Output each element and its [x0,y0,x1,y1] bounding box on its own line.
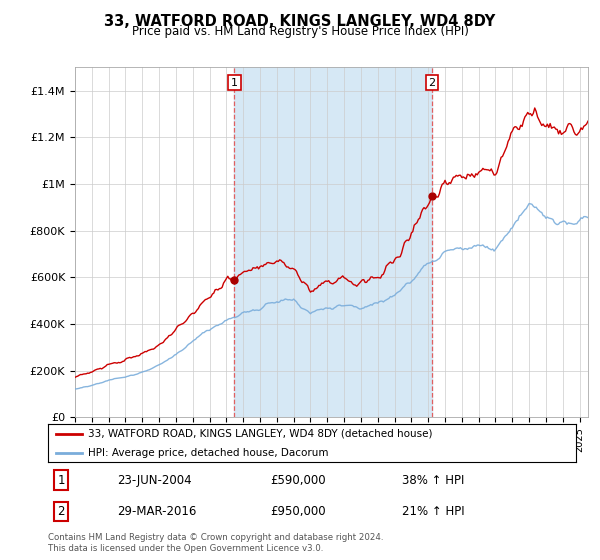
Text: 29-MAR-2016: 29-MAR-2016 [116,505,196,518]
Text: 33, WATFORD ROAD, KINGS LANGLEY, WD4 8DY (detached house): 33, WATFORD ROAD, KINGS LANGLEY, WD4 8DY… [88,429,432,439]
Text: HPI: Average price, detached house, Dacorum: HPI: Average price, detached house, Daco… [88,448,328,458]
Text: 21% ↑ HPI: 21% ↑ HPI [402,505,464,518]
Text: 38% ↑ HPI: 38% ↑ HPI [402,474,464,487]
Bar [235,67,432,417]
Text: Price paid vs. HM Land Registry's House Price Index (HPI): Price paid vs. HM Land Registry's House … [131,25,469,38]
Text: 23-JUN-2004: 23-JUN-2004 [116,474,191,487]
Text: £590,000: £590,000 [270,474,325,487]
Text: Contains HM Land Registry data © Crown copyright and database right 2024.
This d: Contains HM Land Registry data © Crown c… [48,533,383,553]
Text: 33, WATFORD ROAD, KINGS LANGLEY, WD4 8DY: 33, WATFORD ROAD, KINGS LANGLEY, WD4 8DY [104,14,496,29]
Text: 1: 1 [231,78,238,88]
Text: 2: 2 [58,505,65,518]
Text: £950,000: £950,000 [270,505,325,518]
Text: 2: 2 [428,78,436,88]
Text: 1: 1 [58,474,65,487]
